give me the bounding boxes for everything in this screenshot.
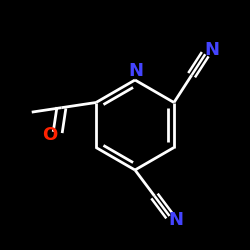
Text: N: N: [204, 42, 219, 60]
Text: O: O: [42, 126, 58, 144]
Text: N: N: [168, 211, 183, 229]
Text: N: N: [129, 62, 144, 80]
